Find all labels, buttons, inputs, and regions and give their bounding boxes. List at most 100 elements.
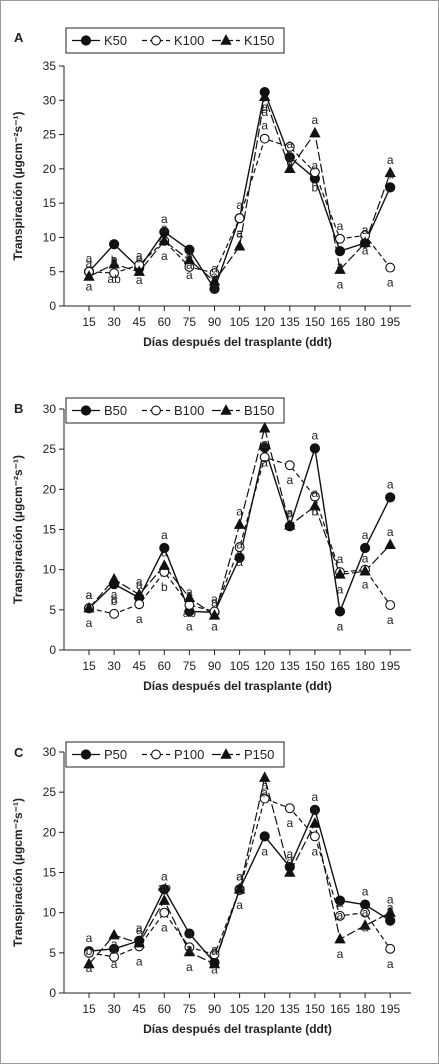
y-tick-label: 0 <box>49 299 56 313</box>
data-point-k50 <box>284 152 295 163</box>
series-line-k150 <box>88 96 391 283</box>
x-tick-label: 105 <box>230 315 250 329</box>
significance-letter: b <box>86 944 93 958</box>
x-tick-label: 120 <box>255 315 275 329</box>
significance-letter: a <box>211 619 218 633</box>
significance-letter: a <box>86 257 93 271</box>
significance-letter: a <box>211 281 218 295</box>
significance-letter: a <box>286 847 293 861</box>
significance-letter: a <box>337 582 344 596</box>
x-tick-label: 165 <box>330 1002 350 1016</box>
significance-letter: a <box>286 149 293 163</box>
significance-letter: a <box>86 931 93 945</box>
y-tick-label: 5 <box>49 603 56 617</box>
data-point-k100 <box>385 262 396 273</box>
legend-marker <box>151 35 161 46</box>
data-point-b150 <box>233 518 246 529</box>
y-axis-title: Transpiración (µgcm⁻²s⁻¹) <box>11 112 25 261</box>
data-point-b100 <box>109 608 120 619</box>
significance-letter: a <box>236 555 243 569</box>
x-tick-label: 15 <box>82 659 96 673</box>
significance-letter: b <box>111 594 118 608</box>
significance-letter: a <box>337 896 344 910</box>
data-point-p150 <box>284 866 296 877</box>
significance-letter: a <box>186 619 193 633</box>
data-point-p100 <box>309 831 320 842</box>
significance-letter: a <box>111 587 118 601</box>
data-point-b50 <box>334 606 346 617</box>
significance-letter: a <box>387 477 394 491</box>
significance-letter: a <box>186 960 193 974</box>
data-point-b100 <box>284 460 295 471</box>
x-tick-label: 90 <box>208 1002 222 1016</box>
legend-label: P150 <box>244 747 274 762</box>
y-tick-label: 0 <box>49 643 56 657</box>
significance-letter: a <box>236 226 243 240</box>
y-axis-title: Transpiración (µgcm⁻²s⁻¹) <box>11 798 25 947</box>
data-point-p50 <box>385 915 396 926</box>
series-line-b100 <box>88 456 391 615</box>
x-tick-label: 75 <box>183 659 197 673</box>
significance-letter: a <box>186 247 193 261</box>
data-point-p150 <box>309 817 321 828</box>
y-tick-label: 30 <box>43 93 57 107</box>
data-point-b150 <box>284 519 296 530</box>
significance-letter: a <box>286 506 293 520</box>
x-tick-label: 150 <box>305 315 325 329</box>
significance-letter: a <box>362 578 369 592</box>
y-tick-label: 20 <box>43 825 57 839</box>
significance-letter: a <box>236 198 243 212</box>
data-point-p150 <box>259 771 271 782</box>
significance-letter: a <box>111 957 118 971</box>
data-point-k150 <box>334 263 346 274</box>
significance-letter: a <box>312 790 319 804</box>
data-point-b150 <box>83 601 95 613</box>
panel-b: B B50 B100 B150 0 5 10 15 20 25 30 15 30 45 60 75 90 105 1… <box>11 397 411 693</box>
legend-label: B150 <box>244 403 274 418</box>
significance-letter: a <box>211 261 218 275</box>
data-point-k100 <box>335 233 345 244</box>
x-tick-label: 180 <box>355 315 375 329</box>
x-tick-label: 195 <box>380 315 400 329</box>
x-tick-label: 105 <box>230 659 250 673</box>
y-tick-label: 10 <box>43 906 57 920</box>
data-point-p100 <box>360 907 371 918</box>
data-point-k100 <box>259 133 270 144</box>
significance-letter: a <box>136 612 143 626</box>
data-point-k150 <box>284 162 296 174</box>
legend-marker <box>151 749 161 760</box>
data-point-p50 <box>309 804 320 815</box>
significance-letter: a <box>261 779 268 793</box>
data-point-p50 <box>159 884 170 895</box>
data-point-k100 <box>309 167 320 178</box>
significance-letter: a <box>211 269 218 283</box>
significance-letter: a <box>362 885 369 899</box>
data-point-k150 <box>133 265 145 276</box>
significance-letter: a <box>236 226 243 240</box>
significance-letter: a <box>337 909 344 923</box>
legend-marker <box>220 748 232 759</box>
significance-letter: a <box>136 921 143 935</box>
data-point-p150 <box>359 919 371 930</box>
significance-letter: a <box>387 153 394 167</box>
data-point-b150 <box>108 572 120 584</box>
significance-letter: a <box>236 898 243 912</box>
significance-letter: ab <box>107 272 121 286</box>
data-point-k100 <box>109 268 120 279</box>
x-tick-label: 120 <box>255 659 275 673</box>
data-point-p100 <box>159 907 170 918</box>
significance-letter: a <box>236 869 243 883</box>
legend-label: P100 <box>174 747 204 762</box>
significance-letter: a <box>286 473 293 487</box>
significance-letter: a <box>211 595 218 609</box>
data-point-k150 <box>108 257 120 269</box>
data-point-b150 <box>208 609 221 620</box>
significance-letter: a <box>362 223 369 237</box>
significance-letter: a <box>337 219 344 233</box>
x-tick-label: 60 <box>158 1002 172 1016</box>
significance-letter: a <box>211 962 218 976</box>
data-point-b150 <box>133 588 145 599</box>
data-point-p50 <box>334 895 346 906</box>
significance-letter: a <box>186 927 193 941</box>
